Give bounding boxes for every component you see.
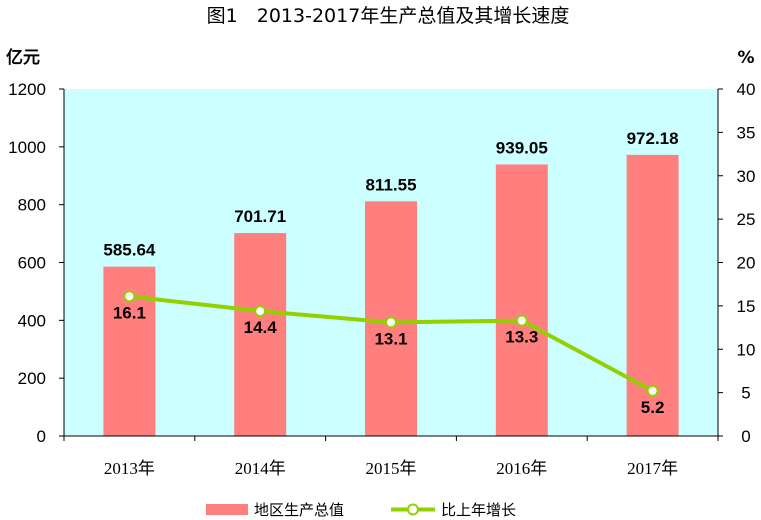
x-axis-category-label: 2016年 xyxy=(496,459,547,478)
left-axis-tick-label: 1000 xyxy=(8,138,46,157)
growth-point xyxy=(646,384,659,397)
right-axis-tick-label: 15 xyxy=(737,297,756,316)
right-axis-tick-label: 25 xyxy=(737,210,756,229)
bar-value-label: 585.64 xyxy=(103,241,156,260)
left-axis-tick-label: 800 xyxy=(18,196,46,215)
legend-label-line: 比上年增长 xyxy=(441,501,516,519)
growth-value-label: 14.4 xyxy=(244,318,278,337)
growth-value-label: 5.2 xyxy=(641,398,665,417)
bar-value-label: 972.18 xyxy=(627,129,679,148)
bar-value-label: 811.55 xyxy=(365,175,416,194)
left-axis-tick-label: 200 xyxy=(18,369,46,388)
x-axis-category-label: 2013年 xyxy=(104,459,155,478)
right-axis-tick-label: 40 xyxy=(737,80,756,99)
bar xyxy=(234,233,287,436)
x-axis-category-label: 2017年 xyxy=(627,459,678,478)
right-axis-unit: % xyxy=(737,48,754,68)
right-axis-tick-label: 5 xyxy=(741,384,750,403)
x-axis-category-label: 2015年 xyxy=(366,459,417,478)
left-axis-tick-label: 400 xyxy=(18,311,46,330)
legend-swatch-marker xyxy=(407,503,419,516)
line-series: 16.1 14.4 13.1 13.3 5.2 xyxy=(113,290,665,417)
legend: 地区生产总值 比上年增长 xyxy=(206,501,516,519)
legend-label-bar: 地区生产总值 xyxy=(254,501,344,519)
right-axis-tick-label: 10 xyxy=(737,340,756,359)
right-axis-tick-label: 30 xyxy=(737,167,756,186)
legend-swatch-bar xyxy=(206,504,248,515)
left-axis-tick-label: 1200 xyxy=(8,80,46,99)
bar-value-label: 701.71 xyxy=(234,207,286,226)
chart-title: 图1 2013-2017年生产总值及其增长速度 xyxy=(207,5,570,27)
x-axis-category-label: 2014年 xyxy=(235,459,286,478)
growth-point xyxy=(515,314,528,327)
growth-value-label: 16.1 xyxy=(113,303,146,322)
left-axis-tick-label: 600 xyxy=(18,254,46,273)
growth-value-label: 13.3 xyxy=(505,328,538,347)
growth-point xyxy=(123,290,136,303)
growth-point xyxy=(385,316,397,329)
growth-point xyxy=(254,305,267,318)
right-axis-tick-label: 20 xyxy=(737,254,756,273)
left-axis-unit: 亿元 xyxy=(6,47,40,68)
growth-value-label: 13.1 xyxy=(374,329,407,348)
bar xyxy=(495,164,548,436)
right-axis-tick-label: 35 xyxy=(737,123,756,142)
axes: 0 200 400 600 800 1000 1200 0 5 10 15 20 25 30 35 40 201… xyxy=(8,80,755,478)
left-axis-tick-label: 0 xyxy=(37,427,46,446)
right-axis-tick-label: 0 xyxy=(741,427,750,446)
bar-value-label: 939.05 xyxy=(496,138,548,157)
